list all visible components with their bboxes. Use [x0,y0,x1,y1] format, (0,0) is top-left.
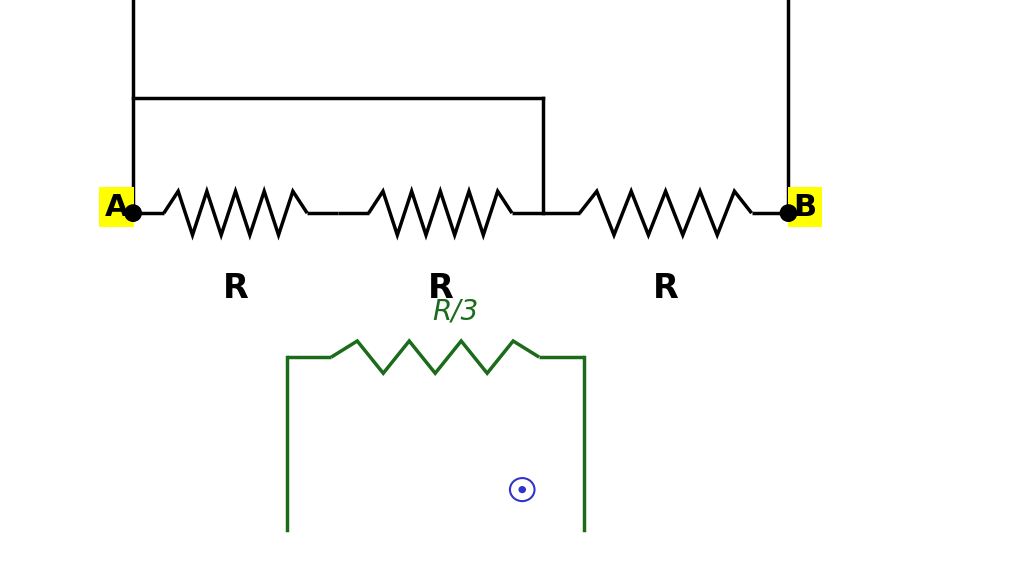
Ellipse shape [780,205,797,221]
Text: R/3: R/3 [432,297,479,325]
Text: R: R [427,271,454,305]
Text: R: R [222,271,249,305]
Text: A: A [104,193,128,222]
Ellipse shape [519,487,525,492]
Text: R: R [652,271,679,305]
Text: B: B [794,193,817,222]
Ellipse shape [125,205,141,221]
